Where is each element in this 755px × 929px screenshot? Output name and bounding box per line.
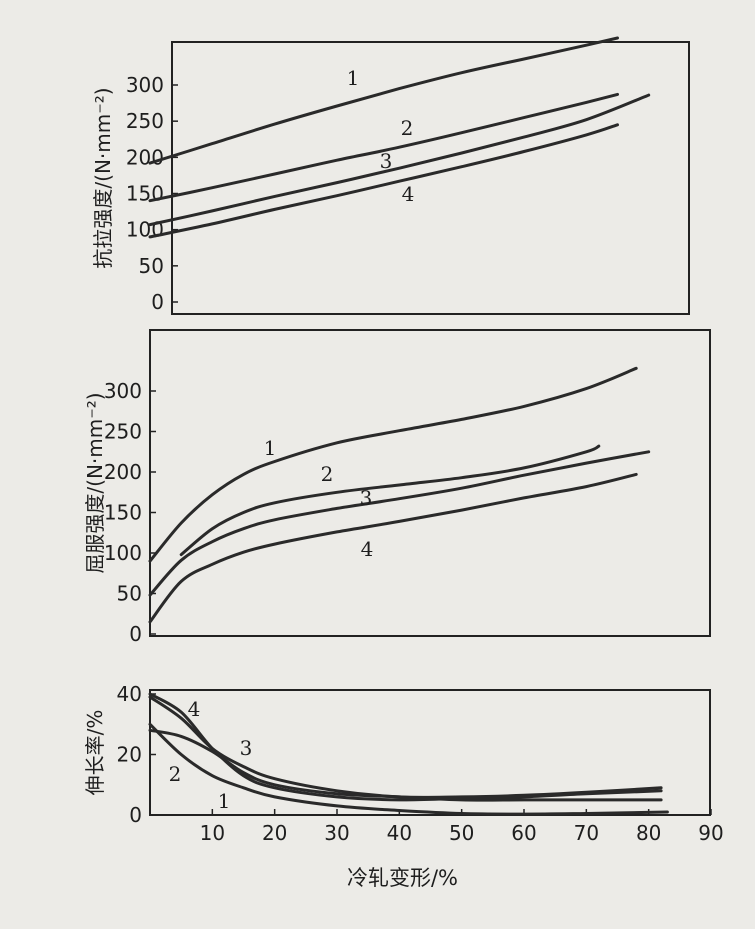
plot-frame: [149, 329, 711, 637]
plot-frame: [149, 689, 711, 816]
series-1-line: [148, 36, 619, 165]
plot-frame: [171, 41, 690, 315]
series-4-label: 4: [402, 182, 415, 206]
x-axis-label: 冷轧变形/%: [347, 866, 458, 890]
x-tick-label: 70: [574, 821, 599, 845]
y-tick-label: 0: [151, 290, 164, 314]
x-tick-label: 60: [511, 821, 536, 845]
y-tick-label: 20: [117, 743, 142, 767]
series-2-label: 2: [401, 116, 414, 140]
series-2-label: 2: [169, 762, 182, 786]
x-tick-label: 80: [636, 821, 661, 845]
series-1-label: 1: [218, 789, 231, 813]
y-axis-label: 抗拉强度/(N·mm⁻²): [91, 87, 115, 268]
y-tick-label: 250: [126, 109, 164, 133]
y-tick-label: 150: [126, 182, 164, 206]
x-tick-label: 40: [387, 821, 412, 845]
series-2-line: [148, 92, 619, 203]
x-tick-label: 10: [200, 821, 225, 845]
series-2-line: [148, 728, 663, 802]
series-1-label: 1: [347, 66, 360, 90]
series-1-label: 1: [264, 436, 277, 460]
y-tick-label: 150: [104, 501, 142, 525]
y-tick-label: 100: [104, 541, 142, 565]
series-1-line: [148, 722, 669, 816]
series-2-line: [179, 444, 601, 557]
x-tick-label: 30: [324, 821, 349, 845]
series-4-label: 4: [188, 697, 201, 721]
y-tick-label: 40: [117, 682, 142, 706]
x-tick-label: 20: [262, 821, 287, 845]
y-tick-label: 0: [129, 803, 142, 827]
panel-3: 0 20 40 10 20 30 40 50 60 70 80 90 伸长率/% 冷轧变形/% 1 2 3 4: [83, 682, 724, 890]
y-axis-label: 屈服强度/(N·mm⁻²): [83, 392, 107, 573]
y-tick-label: 300: [126, 73, 164, 97]
y-tick-label: 200: [126, 145, 164, 169]
y-tick-label: 0: [129, 622, 142, 646]
series-1-line: [148, 366, 638, 563]
x-tick-label: 50: [449, 821, 474, 845]
y-axis-label: 伸长率/%: [83, 710, 107, 796]
series-3-label: 3: [240, 736, 253, 760]
x-tick-label: 90: [698, 821, 723, 845]
y-tick-label: 250: [104, 420, 142, 444]
series-3-line: [148, 450, 651, 597]
series-3-label: 3: [380, 149, 393, 173]
series-4-line: [148, 472, 638, 624]
series-3-line: [148, 93, 651, 227]
series-4-line: [148, 123, 619, 239]
series-4-line: [148, 692, 663, 802]
y-tick-label: 200: [104, 460, 142, 484]
series-2-label: 2: [321, 462, 334, 486]
y-tick-label: 300: [104, 379, 142, 403]
y-tick-label: 50: [117, 582, 142, 606]
y-tick-label: 50: [139, 254, 164, 278]
series-3-label: 3: [360, 486, 373, 510]
series-4-label: 4: [361, 537, 374, 561]
